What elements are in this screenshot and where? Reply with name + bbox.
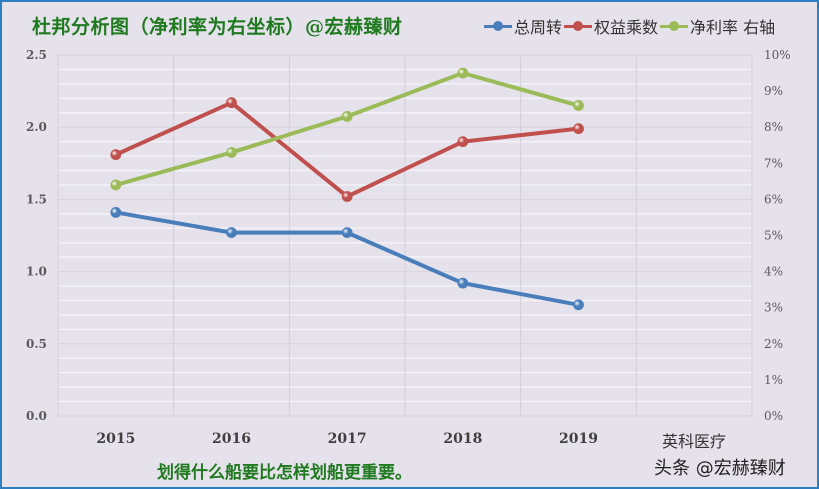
company-label: 英科医疗 [662, 432, 727, 451]
y2-axis-tick: 6% [764, 192, 783, 206]
y2-axis-tick: 5% [764, 229, 783, 243]
legend-item-equity-multiplier: 权益乘数 [564, 14, 658, 38]
data-point [457, 67, 469, 79]
legend-label: 总周转 [514, 18, 563, 37]
data-point [110, 179, 122, 191]
y2-axis-tick: 0% [764, 409, 783, 423]
series-line [115, 210, 579, 307]
data-point [226, 227, 237, 239]
y-axis-tick: 0.5 [26, 337, 47, 351]
data-point [457, 277, 469, 289]
y-axis-tick: 2.5 [26, 48, 47, 62]
x-axis-tick: 2018 [443, 431, 482, 447]
y2-axis-tick: 10% [764, 48, 791, 62]
data-point [341, 227, 353, 239]
y-axis-tick: 1.5 [26, 192, 47, 206]
x-axis-tick: 2015 [96, 431, 135, 447]
legend-label: 净利率 右轴 [690, 18, 776, 37]
x-axis-tick: 2016 [212, 431, 251, 447]
data-point [341, 191, 353, 202]
data-point [226, 147, 237, 158]
y-axis-tick: 2.0 [26, 120, 47, 134]
legend-marker-green-icon [660, 19, 689, 33]
legend-label: 权益乘数 [594, 18, 659, 37]
data-point [573, 123, 584, 135]
y2-axis-tick: 1% [764, 373, 783, 387]
y2-axis-tick: 2% [764, 337, 783, 351]
y2-axis-tick: 8% [764, 120, 783, 134]
legend-item-net-margin: 净利率 右轴 [660, 14, 775, 38]
data-point [573, 299, 584, 311]
data-point [573, 100, 584, 111]
data-point [457, 136, 469, 148]
chart-legend: 总周转 权益乘数 净利率 右轴 [484, 14, 777, 38]
legend-marker-red-icon [564, 19, 593, 33]
series-line [115, 71, 580, 187]
legend-marker-blue-icon [484, 19, 512, 33]
y-axis-tick: 1.0 [26, 265, 47, 279]
data-point [110, 149, 122, 161]
chart-title: 杜邦分析图（净利率为右坐标）@宏赫臻财 [32, 16, 403, 38]
x-axis-tick: 2019 [559, 431, 598, 447]
data-point [110, 206, 122, 218]
y2-axis-tick: 3% [764, 301, 783, 315]
watermark: 头条 @宏赫臻财 [654, 458, 786, 479]
chart-subtitle: 划得什么船要比怎样划船更重要。 [157, 463, 412, 483]
y2-axis-tick: 9% [764, 84, 783, 98]
data-point [341, 110, 353, 122]
y2-axis-tick: 4% [764, 265, 783, 279]
y2-axis-tick: 7% [764, 156, 783, 170]
legend-item-turnover: 总周转 [484, 14, 562, 38]
data-point [226, 97, 237, 109]
y-axis-tick: 0.0 [26, 409, 47, 423]
x-axis-tick: 2017 [328, 431, 367, 447]
